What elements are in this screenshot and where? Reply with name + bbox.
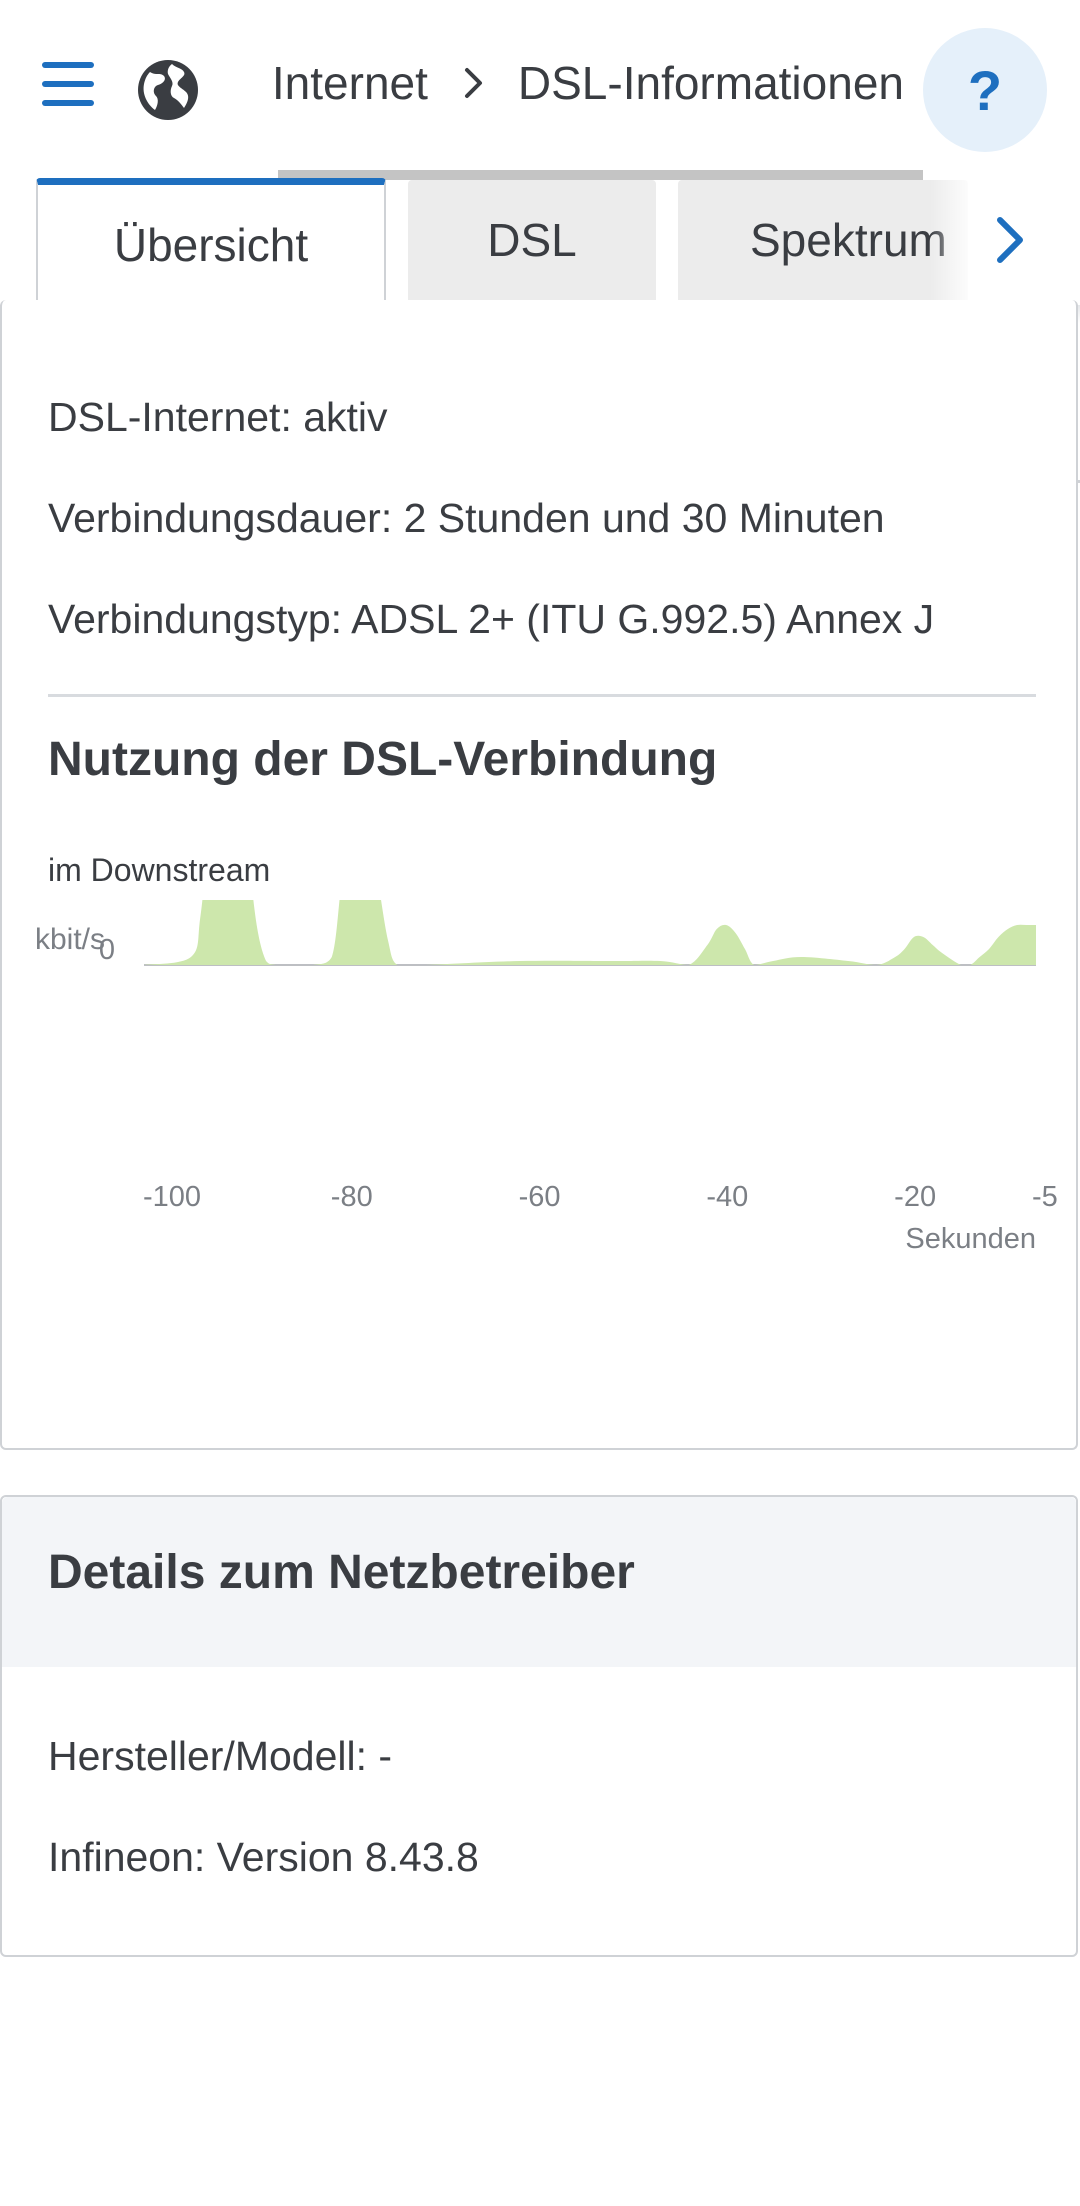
tab-dsl[interactable]: DSL [408,180,656,300]
globe-icon [138,60,198,120]
x-tick-label: -20 [894,1181,936,1213]
x-tick-label: -60 [519,1181,561,1213]
series-area [144,900,1036,965]
operator-title: Details zum Netzbetreiber [48,1546,635,1599]
overview-card: DSL-Internet: aktiv Verbindungsdauer: 2 … [0,300,1078,1450]
chart-series [144,900,1036,965]
divider [48,694,1036,697]
tab-uebersicht[interactable]: Übersicht [36,178,386,304]
tab-scroll-fade [930,178,1080,302]
breadcrumb-scroll-indicator [278,170,923,180]
operator-card: Details zum Netzbetreiber Hersteller/Mod… [0,1495,1078,1957]
x-tick-label: -5 [1032,1181,1058,1213]
x-tick-label: -80 [331,1181,373,1213]
usage-title: Nutzung der DSL-Verbindung [48,733,718,786]
breadcrumb-item-internet[interactable]: Internet [271,57,428,109]
operator-card-header [2,1497,1076,1667]
x-tick-label: -40 [706,1181,748,1213]
y-axis-label: kbit/s [35,923,105,956]
connection-type: Verbindungstyp: ADSL 2+ (ITU G.992.5) An… [48,596,935,642]
tab-spektrum[interactable]: Spektrum [678,180,968,300]
y-axis-ticks: 0204060 [99,934,115,966]
header: Internet DSL-Informationen ? [0,0,1080,180]
dsl-status: DSL-Internet: aktiv [48,394,388,440]
x-axis-ticks: -100 -80 -60 -40 -20 -5 [143,1181,1058,1213]
x-tick-label: -100 [143,1181,201,1213]
help-button[interactable]: ? [923,28,1047,152]
tab-bar: DSL Spektrum Übersicht [0,178,1080,483]
breadcrumb: Internet DSL-Informationen [238,50,918,130]
chevron-right-icon [464,68,482,98]
chevron-right-icon[interactable] [988,206,1032,274]
y-tick-label: 0 [99,934,115,966]
firmware-version: Infineon: Version 8.43.8 [48,1834,479,1880]
manufacturer-model: Hersteller/Modell: - [48,1733,393,1779]
breadcrumb-item-dsl-informationen: DSL-Informationen [517,57,904,109]
menu-icon[interactable] [40,60,96,108]
connection-duration: Verbindungsdauer: 2 Stunden und 30 Minut… [48,495,885,541]
chart-subtitle: im Downstream [48,852,271,888]
x-axis-label: Sekunden [905,1223,1036,1255]
downstream-usage-chart: kbit/s 0204060 -100 -80 -60 -40 -20 -5 Sekund… [35,900,1058,1255]
